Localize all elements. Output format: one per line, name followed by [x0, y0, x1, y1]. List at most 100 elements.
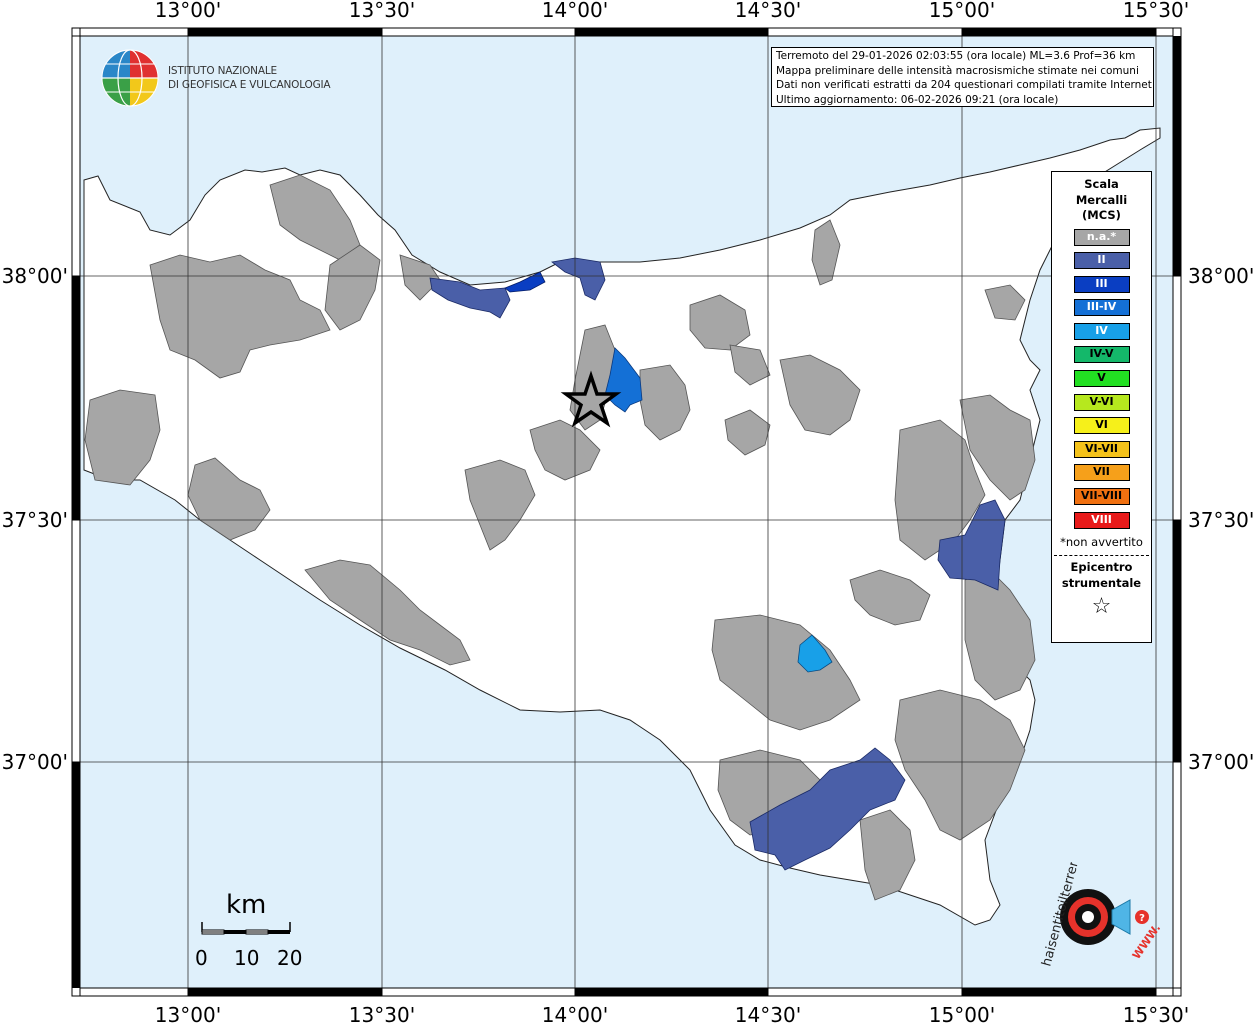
legend-item-vi-vii: VI-VII [1073, 440, 1130, 458]
legend-title-line1: Scala [1084, 177, 1119, 191]
map-frame [71, 27, 1182, 997]
lat-tick-right-2: 37°30' [1188, 508, 1254, 532]
legend-title: Scala Mercalli (MCS) [1052, 177, 1151, 224]
legend-note: *non avvertito [1060, 535, 1143, 550]
lon-tick-bottom-4: 14°30' [735, 1003, 801, 1024]
lat-ticks-right: 38°00' 37°30' 37°00' [1188, 264, 1254, 774]
na-region-nebrodi2 [729, 344, 771, 386]
brand-url: WWW. [1130, 922, 1160, 962]
info-line-2: Mappa preliminare delle intensità macros… [776, 64, 1139, 77]
info-line-1: Terremoto del 29-01-2026 02:03:55 (ora l… [776, 50, 1136, 62]
na-region-east1 [639, 364, 691, 441]
na-region-trapani [149, 254, 331, 379]
legend-items: n.a.* II III III-IV IV IV-V V V-VI VI VI-VII VII VI… [1052, 228, 1151, 529]
info-line-3: Dati non verificati estratti da 204 ques… [776, 79, 1154, 92]
legend-item-na: n.a.* [1073, 228, 1130, 246]
na-region-corleone [399, 254, 441, 301]
lat-tick-left-2: 37°30' [2, 508, 68, 532]
intensity-ii-palermo-east [429, 277, 511, 319]
na-regions [84, 174, 1036, 901]
earthquake-info-box: Terremoto del 29-01-2026 02:03:55 (ora l… [771, 47, 1154, 107]
lon-ticks-top: 13°00' 13°30' 14°00' 14°30' 15°00' 15°30… [155, 0, 1189, 22]
intensity-iv-region [797, 634, 833, 673]
epicenter-star-icon [560, 370, 622, 428]
scale-bar: km 0 10 20 [190, 890, 310, 970]
scale-bar-graphic [201, 922, 291, 935]
haisentito-logo: ? haisentitoilterremoto.it WWW. [1030, 820, 1163, 972]
na-region-west [84, 389, 161, 486]
intensity-ii-termini [551, 257, 606, 301]
na-region-sciacca [304, 559, 471, 666]
legend-title-line2: Mercalli [1075, 192, 1128, 207]
intensity-iii-region [504, 271, 546, 293]
lat-tick-left-3: 37°00' [2, 750, 68, 774]
legend-item-iii: III [1073, 275, 1130, 293]
legend-item-viii: VIII [1073, 511, 1130, 529]
lat-tick-right-3: 37°00' [1188, 750, 1254, 774]
scale-label-10: 10 [234, 946, 260, 970]
institute-logo [100, 47, 310, 113]
lon-tick-top-5: 15°00' [929, 0, 995, 22]
lon-tick-top-4: 14°30' [735, 0, 801, 22]
lon-tick-bottom-5: 15°00' [929, 1003, 995, 1024]
legend-item-v: V [1073, 370, 1130, 388]
lat-ticks-left: 38°00' 37°30' 37°00' [2, 264, 68, 774]
lon-tick-bottom-1: 13°00' [155, 1003, 221, 1024]
mcs-legend: Scala Mercalli (MCS) n.a.* II III III-IV IV I… [1051, 171, 1152, 643]
lon-tick-top-3: 14°00' [542, 0, 608, 22]
na-region-catania-s [964, 569, 1036, 701]
legend-epicenter-line2: strumentale [1061, 575, 1142, 590]
na-region-messina [959, 394, 1036, 501]
lon-tick-bottom-3: 14°00' [542, 1003, 608, 1024]
na-region-center2 [529, 419, 601, 481]
na-region-catania-w [849, 569, 931, 626]
legend-item-ii: II [1073, 252, 1130, 270]
na-region-center1 [464, 459, 536, 551]
legend-star-icon: ☆ [1091, 594, 1112, 620]
lon-tick-bottom-2: 13°30' [349, 1003, 415, 1024]
lon-tick-top-2: 13°30' [349, 0, 415, 22]
legend-item-vii: VII [1073, 464, 1130, 482]
graticule [80, 36, 1173, 988]
sicily-land [83, 127, 1161, 926]
info-line-4: Ultimo aggiornamento: 06-02-2026 09:21 (… [776, 93, 1059, 106]
scale-label-20: 20 [277, 946, 303, 970]
na-region-madonie [689, 294, 751, 351]
svg-text:?: ? [1139, 913, 1145, 924]
na-region-enna [724, 409, 771, 456]
institute-name: ISTITUTO NAZIONALE DI GEOFISICA E VULCAN… [168, 64, 331, 92]
lon-tick-top-1: 13°00' [155, 0, 221, 22]
na-region-caltagirone [711, 614, 861, 731]
na-region-nebrodi [779, 354, 861, 436]
institute-name-line1: ISTITUTO NAZIONALE [168, 65, 277, 77]
na-region-noto [859, 809, 916, 901]
intensity-ii-regions [429, 257, 1006, 871]
legend-item-iii-iv: III-IV [1073, 299, 1130, 317]
na-region-north-coast [811, 219, 841, 286]
intensity-ii-gela [749, 747, 906, 871]
lat-tick-right-1: 38°00' [1188, 264, 1254, 288]
institute-name-line2: DI GEOFISICA E VULCANOLOGIA [168, 79, 331, 91]
legend-item-vii-viii: VII-VIII [1073, 488, 1130, 506]
legend-epicenter-label: Epicentro strumentale [1052, 560, 1151, 591]
scale-label-0: 0 [195, 946, 208, 970]
legend-epicenter-line1: Epicentro [1070, 560, 1133, 575]
target-logo-icon: ? haisentitoilterremoto.it WWW. [1039, 820, 1163, 968]
legend-item-v-vi: V-VI [1073, 393, 1130, 411]
na-region-palermo-s [324, 244, 381, 331]
na-region-tortorici [984, 284, 1026, 321]
lon-ticks-bottom: 13°00' 13°30' 14°00' 14°30' 15°00' 15°30… [155, 1003, 1189, 1024]
legend-item-iv-v: IV-V [1073, 346, 1130, 364]
scale-unit: km [226, 890, 267, 920]
lat-tick-left-1: 38°00' [2, 264, 68, 288]
lon-tick-bottom-6: 15°30' [1123, 1003, 1189, 1024]
globe-logo-icon [101, 49, 159, 107]
legend-item-iv: IV [1073, 322, 1130, 340]
legend-separator [1054, 555, 1149, 557]
legend-title-line3: (MCS) [1082, 208, 1121, 222]
lon-tick-top-6: 15°30' [1123, 0, 1189, 22]
intensity-ii-catania [937, 499, 1006, 591]
na-region-siracusa [894, 689, 1026, 841]
legend-item-vi: VI [1073, 417, 1130, 435]
